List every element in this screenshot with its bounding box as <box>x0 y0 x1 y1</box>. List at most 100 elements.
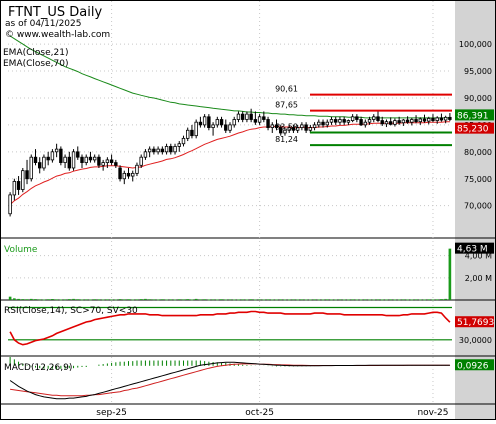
volume-bar <box>84 299 88 301</box>
x-tick-label: oct-25 <box>245 408 274 418</box>
volume-bar <box>325 299 329 301</box>
volume-bar <box>279 299 283 301</box>
candle-body <box>393 120 397 125</box>
volume-bar <box>338 299 342 301</box>
volume-bar <box>418 299 422 301</box>
volume-bar <box>93 299 96 301</box>
volume-bar <box>275 299 278 301</box>
volume-bar <box>237 299 240 301</box>
macd-panel: MACD(12,26,9) 0,0926 <box>0 357 496 405</box>
rsi-badge: 51,7693 <box>457 318 494 328</box>
level-label: 83,58 <box>275 123 298 132</box>
volume-bar <box>89 299 92 301</box>
candle-body <box>308 127 313 131</box>
volume-bar <box>249 299 253 301</box>
candle-body <box>152 148 156 153</box>
candle-body <box>105 159 110 163</box>
price-tick-label: 70,000 <box>464 202 492 211</box>
volume-bar <box>76 299 80 301</box>
volume-bar <box>17 298 20 300</box>
volume-bar <box>414 299 418 301</box>
volume-bar <box>203 299 206 301</box>
volume-bar <box>148 299 151 301</box>
candle-body <box>359 119 363 126</box>
candle-body <box>304 124 308 131</box>
volume-bar <box>300 299 304 301</box>
price-axis-strip <box>455 1 495 419</box>
indicator-label-ema70: EMA(Close,70) <box>3 59 68 69</box>
volume-bar <box>199 299 202 301</box>
volume-bar <box>342 299 346 301</box>
candle-body <box>84 156 88 163</box>
candle-body <box>88 156 93 161</box>
volume-bar <box>13 298 16 300</box>
as-of-date: as of 04/11/2025 <box>5 19 81 29</box>
candle-body <box>355 116 359 120</box>
candle-body <box>410 119 414 123</box>
candle-body <box>181 137 186 145</box>
volume-bar <box>59 299 63 301</box>
chart-title: FTNT_US Daily <box>8 5 102 20</box>
volume-bar <box>241 299 244 301</box>
price-badge-bg <box>455 109 494 121</box>
volume-bar <box>448 248 452 300</box>
volume-bar <box>8 296 12 300</box>
candle-body <box>257 116 262 123</box>
candle-body <box>367 119 372 123</box>
candle-body <box>42 156 46 169</box>
volume-bar <box>122 299 126 301</box>
price-tick-label: 75,000 <box>464 175 492 184</box>
candle-body <box>164 146 169 153</box>
price-tick-label: 95,000 <box>464 67 492 76</box>
volume-bar <box>313 299 316 301</box>
volume-badge-bg <box>455 242 494 254</box>
candle-body <box>219 119 224 126</box>
volume-bar <box>38 299 42 301</box>
volume-bar <box>321 299 325 301</box>
candle-body <box>363 121 368 126</box>
volume-bar <box>127 299 130 301</box>
candle-body <box>126 172 131 177</box>
candle-body <box>414 119 418 123</box>
candle-body <box>92 156 97 161</box>
volume-bar <box>186 299 190 300</box>
candle-body <box>427 118 431 122</box>
x-tick-label: sep-25 <box>96 408 127 418</box>
rsi-title: RSI(Close,14), SC>70, SV<30 <box>4 306 138 316</box>
candle-body <box>114 162 118 166</box>
volume-bar <box>351 299 354 301</box>
volume-panel: 2,00 M 4,00 M Volume 4,63 M <box>0 242 496 301</box>
price-badge: 85,230 <box>457 125 489 135</box>
volume-bar <box>270 299 274 301</box>
volume-bar <box>292 299 295 301</box>
candle-body <box>12 181 17 196</box>
candle-body <box>59 148 63 163</box>
volume-bar <box>25 299 29 301</box>
volume-bar <box>397 299 401 301</box>
volume-bar <box>347 299 350 301</box>
volume-bar <box>21 299 25 300</box>
volume-bar <box>440 299 443 300</box>
candle-body <box>435 117 439 121</box>
candle-body <box>240 113 245 120</box>
volume-tick-label: 2,00 M <box>465 274 492 283</box>
ema21-line <box>9 121 450 205</box>
candle-body <box>67 156 72 169</box>
candle-body <box>384 121 389 125</box>
volume-bar <box>393 299 397 301</box>
candle-body <box>177 143 181 147</box>
volume-bar <box>46 299 50 301</box>
x-axis: sep-25 oct-25 nov-25 <box>96 408 448 418</box>
candle-body <box>372 116 376 120</box>
candle-body <box>376 116 380 121</box>
candle-body <box>266 119 270 128</box>
rsi-badge-bg <box>455 316 494 328</box>
candle-body <box>439 117 444 121</box>
candle-body <box>54 148 59 153</box>
macd-line <box>9 361 450 400</box>
volume-badge: 4,63 M <box>457 245 488 255</box>
volume-bar <box>42 299 46 301</box>
indicator-label-ema21: EMA(Close,21) <box>3 48 68 58</box>
volume-bar <box>254 299 257 301</box>
